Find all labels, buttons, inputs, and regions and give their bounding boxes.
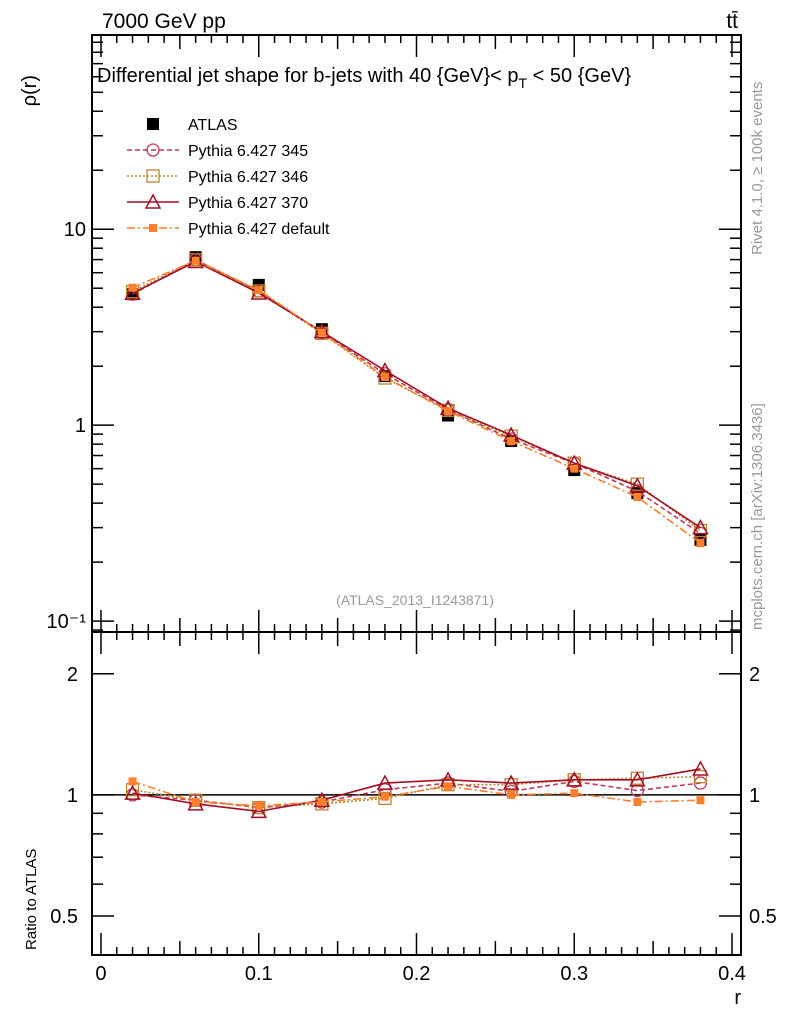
mcplots-label: mcplots.cern.ch [arXiv:1306.3436]: [749, 403, 766, 630]
data-point: [507, 437, 516, 446]
ratio-point: [696, 796, 705, 805]
legend-label: Pythia 6.427 345: [188, 143, 308, 160]
ratio-point: [380, 792, 389, 801]
data-point: [692, 519, 709, 535]
header-right: tt̄: [726, 10, 738, 33]
ratio-point: [444, 782, 453, 791]
data-point: [633, 492, 642, 501]
ratio-point: [124, 784, 141, 800]
main-ytick-label: 10: [64, 219, 86, 241]
ratio-point: [570, 789, 579, 798]
data-point: [254, 286, 263, 295]
data-point: [696, 539, 705, 548]
ratio-ytick-label-right: 1: [749, 785, 760, 807]
ratio-line-3: [132, 768, 701, 813]
legend-marker: [147, 118, 159, 130]
ratio-point: [693, 770, 708, 784]
series-line-2: [132, 258, 701, 532]
main-ytick-label: 10⁻¹: [47, 611, 87, 633]
xtick-label: 0.1: [245, 963, 273, 985]
data-point: [380, 373, 389, 382]
legend-marker: [144, 193, 162, 209]
ratio-ytick-label: 2: [67, 664, 78, 686]
ratio-point: [252, 800, 266, 815]
ratio-frame: [91, 631, 742, 956]
ratio-point: [692, 760, 709, 776]
legend-label: Pythia 6.427 370: [188, 195, 308, 212]
chart-title: Differential jet shape for b-jets with 4…: [97, 65, 631, 91]
ratio-point: [629, 771, 646, 787]
ratio-point: [504, 778, 518, 792]
legend-label: ATLAS: [188, 117, 238, 134]
ratio-point: [502, 774, 520, 790]
ratio-point: [250, 802, 268, 819]
data-point: [124, 284, 141, 301]
legend-label: Pythia 6.427 default: [188, 221, 330, 238]
ratio-point: [565, 771, 583, 787]
ratio-ytick-label-right: 0.5: [749, 906, 777, 928]
ratio-ytick-label-right: 2: [749, 664, 760, 686]
series-line-4: [132, 259, 701, 544]
ratio-point: [378, 791, 392, 806]
analysis-watermark: (ATLAS_2013_I1243871): [336, 592, 494, 608]
xtick-label: 0.4: [718, 963, 746, 985]
xtick-label: 0.2: [403, 963, 431, 985]
legend-marker: [146, 143, 160, 157]
legend-marker: [149, 224, 157, 232]
ratio-point: [633, 798, 642, 807]
data-point: [570, 464, 579, 473]
ratio-ytick-label: 1: [67, 785, 78, 807]
data-point: [315, 326, 329, 341]
ratio-point: [191, 798, 200, 807]
ratio-point: [254, 801, 263, 810]
series-line-3: [132, 260, 701, 529]
xlabel: r: [734, 987, 741, 1009]
legend-marker: [146, 169, 160, 183]
ratio-ytick-label: 0.5: [50, 906, 78, 928]
rivet-label: Rivet 4.1.0, ≥ 100k events: [749, 82, 766, 255]
data-point: [378, 371, 392, 385]
ratio-line-4: [132, 780, 701, 807]
data-point: [317, 328, 326, 337]
data-point: [444, 407, 453, 416]
data-point: [629, 477, 646, 493]
legend-label: Pythia 6.427 346: [188, 169, 308, 186]
data-point: [191, 256, 200, 265]
header-left: 7000 GeV pp: [102, 10, 226, 33]
xtick-label: 0.3: [560, 963, 588, 985]
xtick-label: 0: [95, 963, 106, 985]
ratio-point: [128, 777, 137, 786]
series-line-1: [132, 258, 701, 535]
ratio-point: [376, 774, 394, 790]
ratio-point: [507, 790, 516, 799]
ratio-ylabel: Ratio to ATLAS: [23, 849, 40, 950]
data-point: [128, 283, 137, 292]
ratio-point: [317, 798, 326, 807]
main-ylabel: ρ(r): [19, 75, 41, 106]
main-ytick-label: 1: [75, 415, 86, 437]
